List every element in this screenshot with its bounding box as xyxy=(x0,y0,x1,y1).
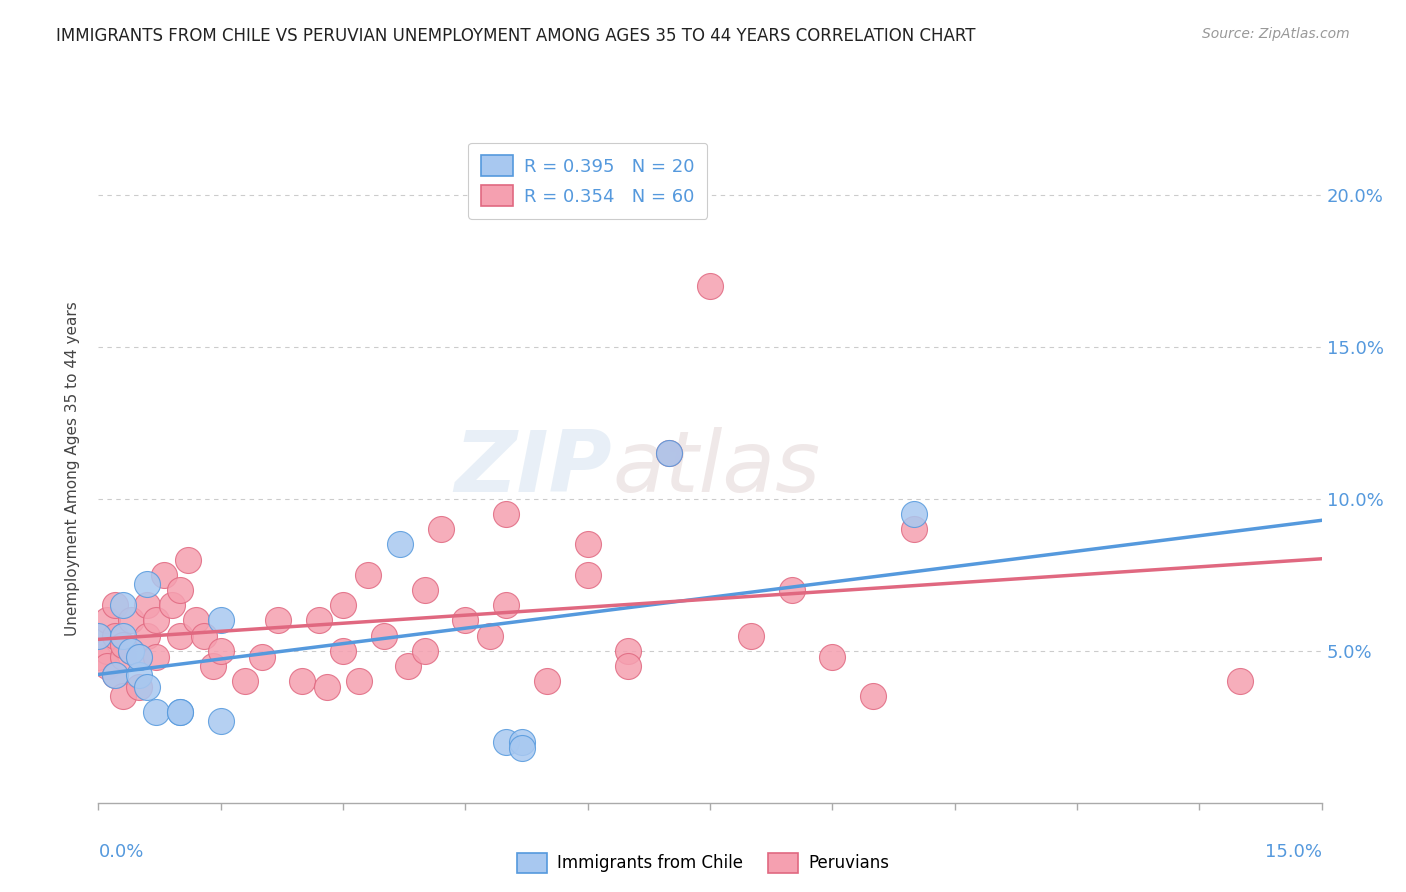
Point xyxy=(87,628,110,642)
Point xyxy=(332,598,354,612)
Point xyxy=(430,522,453,536)
Text: 0.0%: 0.0% xyxy=(98,843,143,861)
Point xyxy=(87,649,110,664)
Text: Source: ZipAtlas.com: Source: ZipAtlas.com xyxy=(1202,27,1350,41)
Point xyxy=(576,537,599,551)
Point xyxy=(699,278,721,293)
Point xyxy=(169,705,191,719)
Point xyxy=(658,446,681,460)
Point xyxy=(209,644,232,658)
Point xyxy=(186,613,208,627)
Point xyxy=(136,598,159,612)
Point xyxy=(903,507,925,521)
Point xyxy=(512,741,534,756)
Point xyxy=(413,644,436,658)
Point xyxy=(478,628,501,642)
Point xyxy=(209,613,232,627)
Point xyxy=(201,659,224,673)
Legend: Immigrants from Chile, Peruvians: Immigrants from Chile, Peruvians xyxy=(510,847,896,880)
Point xyxy=(104,598,127,612)
Point xyxy=(111,598,134,612)
Point xyxy=(96,659,118,673)
Point xyxy=(413,582,436,597)
Point xyxy=(104,628,127,642)
Point xyxy=(536,674,558,689)
Point xyxy=(576,567,599,582)
Point xyxy=(250,649,273,664)
Point xyxy=(87,628,110,642)
Point xyxy=(209,714,232,728)
Point xyxy=(128,649,150,664)
Legend: R = 0.395   N = 20, R = 0.354   N = 60: R = 0.395 N = 20, R = 0.354 N = 60 xyxy=(468,143,707,219)
Point xyxy=(291,674,314,689)
Text: ZIP: ZIP xyxy=(454,426,612,510)
Point xyxy=(111,628,134,642)
Point xyxy=(136,577,159,591)
Point xyxy=(373,628,395,642)
Point xyxy=(145,705,167,719)
Point xyxy=(120,644,142,658)
Y-axis label: Unemployment Among Ages 35 to 44 years: Unemployment Among Ages 35 to 44 years xyxy=(65,301,80,636)
Point xyxy=(145,649,167,664)
Point xyxy=(120,613,142,627)
Point xyxy=(658,446,681,460)
Point xyxy=(104,668,127,682)
Point xyxy=(169,705,191,719)
Point xyxy=(396,659,419,673)
Point xyxy=(308,613,330,627)
Point xyxy=(617,644,640,658)
Point xyxy=(169,582,191,597)
Point xyxy=(96,644,118,658)
Point xyxy=(120,644,142,658)
Point xyxy=(512,735,534,749)
Point xyxy=(495,507,517,521)
Point xyxy=(136,628,159,642)
Point xyxy=(617,659,640,673)
Point xyxy=(821,649,844,664)
Point xyxy=(267,613,290,627)
Point xyxy=(96,613,118,627)
Point xyxy=(104,668,127,682)
Point xyxy=(495,735,517,749)
Point xyxy=(332,644,354,658)
Text: 15.0%: 15.0% xyxy=(1264,843,1322,861)
Point xyxy=(169,628,191,642)
Text: atlas: atlas xyxy=(612,426,820,510)
Text: IMMIGRANTS FROM CHILE VS PERUVIAN UNEMPLOYMENT AMONG AGES 35 TO 44 YEARS CORRELA: IMMIGRANTS FROM CHILE VS PERUVIAN UNEMPL… xyxy=(56,27,976,45)
Point xyxy=(111,690,134,704)
Point xyxy=(145,613,167,627)
Point xyxy=(128,649,150,664)
Point xyxy=(136,680,159,694)
Point xyxy=(193,628,215,642)
Point xyxy=(177,552,200,566)
Point xyxy=(1229,674,1251,689)
Point xyxy=(152,567,174,582)
Point xyxy=(128,680,150,694)
Point xyxy=(903,522,925,536)
Point xyxy=(111,649,134,664)
Point xyxy=(740,628,762,642)
Point xyxy=(862,690,884,704)
Point xyxy=(780,582,803,597)
Point xyxy=(495,598,517,612)
Point xyxy=(160,598,183,612)
Point xyxy=(233,674,256,689)
Point xyxy=(315,680,337,694)
Point xyxy=(349,674,371,689)
Point xyxy=(128,668,150,682)
Point xyxy=(389,537,412,551)
Point xyxy=(111,638,134,652)
Point xyxy=(356,567,378,582)
Point xyxy=(454,613,477,627)
